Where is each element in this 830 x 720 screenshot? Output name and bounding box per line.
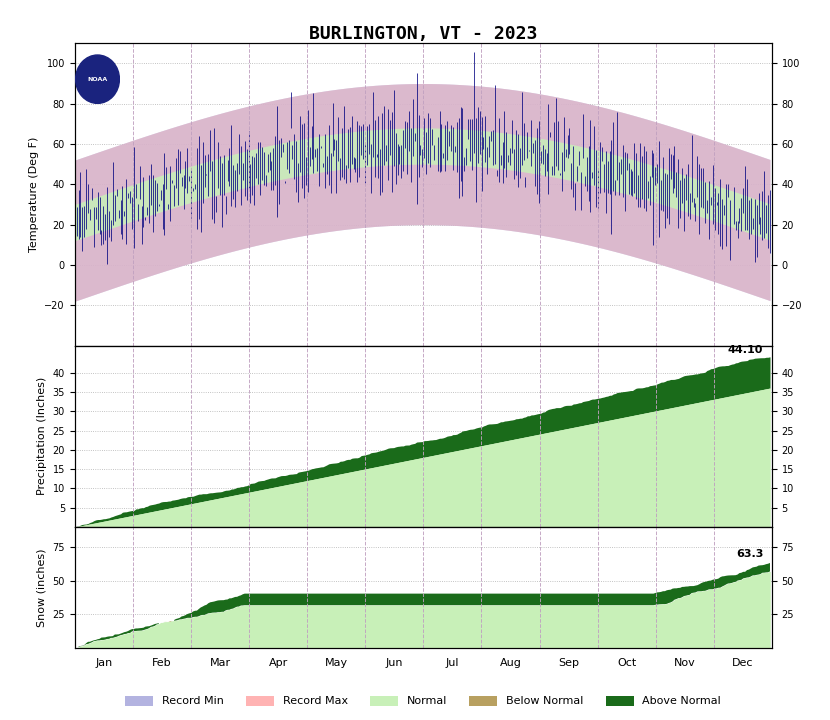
Legend: Record Min, Record Max, Normal, Below Normal, Above Normal: Record Min, Record Max, Normal, Below No… bbox=[121, 691, 725, 711]
Text: 44.10: 44.10 bbox=[728, 346, 764, 355]
Text: BURLINGTON, VT - 2023: BURLINGTON, VT - 2023 bbox=[309, 25, 538, 43]
Text: NOAA: NOAA bbox=[87, 77, 108, 81]
Y-axis label: Snow (inches): Snow (inches) bbox=[37, 548, 47, 627]
Circle shape bbox=[76, 55, 120, 104]
Y-axis label: Temperature (Deg F): Temperature (Deg F) bbox=[29, 137, 39, 252]
Y-axis label: Precipitation (Inches): Precipitation (Inches) bbox=[37, 377, 47, 495]
Text: 63.3: 63.3 bbox=[736, 549, 764, 559]
